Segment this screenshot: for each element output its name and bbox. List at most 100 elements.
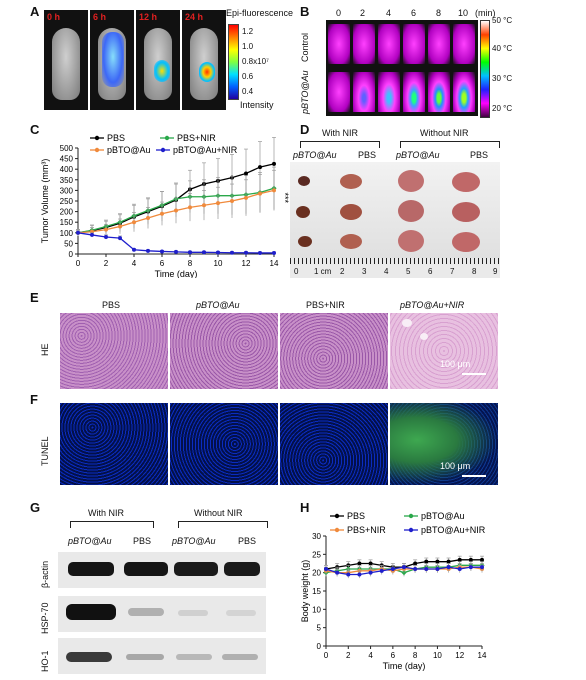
data-point [76, 230, 80, 235]
data-point [324, 567, 328, 571]
data-point [230, 199, 234, 203]
d-col-pbs-1: PBS [358, 150, 377, 160]
blot-ho1 [58, 638, 266, 674]
blot-actin [58, 552, 266, 588]
legend-marker [334, 527, 340, 533]
ruler-1cm: 1 cm [314, 267, 332, 276]
data-point [188, 250, 192, 255]
he-image-pbto [170, 313, 278, 389]
colorbar-tick-5: 0.4 [242, 87, 254, 96]
f-row-tunel: TUNEL [40, 436, 50, 466]
data-point [202, 203, 206, 208]
data-point [118, 236, 122, 241]
data-point [379, 568, 384, 573]
data-point [335, 570, 340, 575]
data-point [272, 161, 276, 166]
data-point [435, 567, 440, 571]
data-point [258, 191, 262, 196]
panel-label-e: E [30, 290, 39, 305]
tunel-image-pbs-nir [280, 403, 388, 485]
y-tick-label: 150 [60, 218, 74, 227]
colorbar-label: Intensity [240, 100, 274, 110]
legend-label: PBS+NIR [177, 133, 216, 143]
colorbar-tick-3: 0.8x10⁷ [242, 57, 269, 66]
y-tick-label: 250 [60, 197, 74, 206]
data-point [424, 559, 429, 564]
data-point [188, 205, 192, 210]
panel-label-a: A [30, 4, 40, 19]
data-point [446, 565, 451, 570]
time-label-6h: 6 h [93, 12, 107, 22]
legend-label: PBS [347, 511, 365, 521]
data-point [402, 565, 406, 570]
tunel-image-pbto-nir: 100 μm [390, 403, 498, 485]
colorbar-tick-4: 0.6 [242, 72, 254, 81]
y-tick-label: 25 [312, 550, 321, 559]
panel-label-h: H [300, 500, 310, 515]
d-group-with-nir: With NIR [322, 128, 358, 138]
y-tick-label: 400 [60, 165, 74, 174]
data-point [413, 561, 418, 566]
panel-label-c: C [30, 122, 40, 137]
series-3 [324, 563, 484, 579]
y-tick-label: 0 [317, 642, 322, 651]
data-point [132, 220, 136, 225]
legend-marker [94, 147, 100, 153]
y-tick-label: 450 [60, 155, 74, 164]
panel-label-d: D [300, 122, 310, 137]
ruler-5: 5 [406, 267, 411, 276]
panel-label-b: B [300, 4, 310, 19]
data-point [457, 557, 462, 562]
data-point [357, 572, 362, 577]
ruler-4: 4 [384, 267, 389, 276]
legend-label: pBTO@Au [107, 145, 151, 155]
x-tick-label: 12 [455, 651, 464, 660]
ruler-3: 3 [362, 267, 367, 276]
g-group-without-nir: Without NIR [194, 508, 243, 518]
y-tick-label: 350 [60, 176, 74, 185]
d-group-without-nir: Without NIR [420, 128, 469, 138]
x-tick-label: 8 [188, 259, 193, 268]
data-point [258, 165, 262, 170]
x-tick-label: 2 [346, 651, 351, 660]
data-point [468, 557, 473, 562]
thermal-tick-20: 20 °C [492, 104, 513, 113]
data-point [146, 248, 150, 253]
x-tick-label: 14 [270, 259, 279, 268]
x-tick-label: 4 [368, 651, 373, 660]
significance-annotation: *** [280, 193, 290, 204]
data-point [272, 188, 276, 193]
panel-label-g: G [30, 500, 41, 515]
tunel-image-pbto [170, 403, 278, 485]
mouse-image-24h: 24 h [182, 10, 226, 110]
data-point [413, 567, 418, 571]
blot-hsp70 [58, 596, 266, 632]
x-tick-label: 0 [324, 651, 329, 660]
legend-label: pBTO@Au+NIR [421, 525, 486, 535]
g-group-with-nir: With NIR [88, 508, 124, 518]
time-label-24h: 24 h [185, 12, 204, 22]
tumor-photo [290, 162, 500, 278]
g-row-actin: β-actin [40, 560, 50, 588]
data-point [480, 557, 484, 562]
x-tick-label: 12 [242, 259, 251, 268]
thermal-row-pbto: pBTO@Au [300, 70, 310, 115]
d-col-pbs-2: PBS [470, 150, 489, 160]
thermal-time-0: 0 [336, 8, 342, 18]
y-tick-label: 5 [317, 624, 322, 633]
ruler-9: 9 [493, 267, 498, 276]
data-point [468, 565, 473, 570]
e-col-pbs-nir: PBS+NIR [306, 300, 345, 310]
y-tick-label: 10 [312, 605, 321, 614]
series-3 [76, 230, 276, 255]
thermal-grid [326, 20, 478, 116]
data-point [132, 247, 136, 252]
mouse-image-0h: 0 h [44, 10, 88, 110]
data-point [104, 227, 108, 232]
g-bracket-without [178, 521, 268, 528]
y-tick-label: 15 [312, 587, 321, 596]
ruler-8: 8 [472, 267, 477, 276]
he-image-pbs-nir [280, 313, 388, 389]
data-point [390, 567, 395, 571]
